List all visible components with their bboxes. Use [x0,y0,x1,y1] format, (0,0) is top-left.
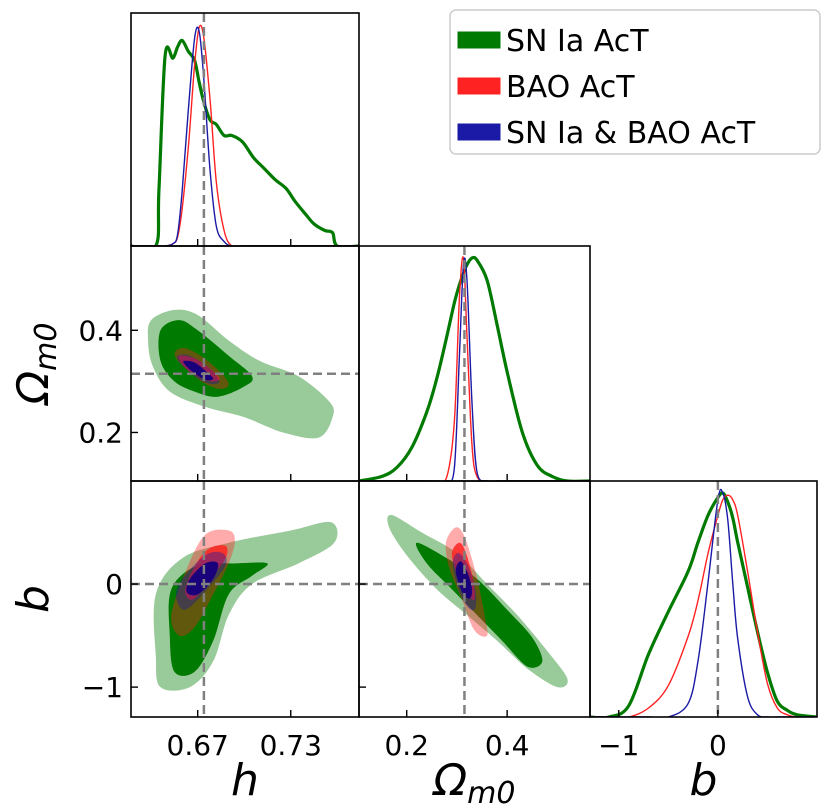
x-tick-label-Omega_m0: 0.2 [384,729,429,762]
legend-swatch-sn [457,31,501,49]
legend-label-joint: SN Ia & BAO AcT [506,116,756,151]
marginal-curve-sn [359,255,590,481]
x-tick-label-h: 0.67 [167,729,229,762]
marginal-curve-bao [590,494,817,717]
marginal-curve-sn [590,491,817,717]
x-tick-label-b: −1 [598,729,639,762]
marginal-curve-sn [131,38,359,246]
marginal-curve-bao [359,256,590,481]
marginal-curve-joint [359,257,590,481]
x-axis-label-b: b [690,755,718,806]
legend-box [449,9,821,155]
legend-swatch-bao [457,77,501,95]
marginal-panel-b [590,481,817,717]
contour-68-joint [186,561,219,596]
contour-panel-h-b [131,481,359,717]
contour-68-sn [158,320,253,397]
y-axis-label-Omega_m0: Ωm0 [8,323,64,407]
panel-frame [589,480,818,718]
y-tick-label-Omega_m0: 0.4 [78,314,123,347]
axis-label-subscript: m0 [467,776,515,809]
y-tick-label-b: −1 [82,671,123,704]
legend-label-sn: SN Ia AcT [506,24,649,59]
x-tick-label-b: 0 [709,729,727,762]
y-tick-label-Omega_m0: 0.2 [78,416,123,449]
contour-panel-Omega_m0-b [359,481,590,717]
marginal-panel-Omega_m0 [359,246,590,481]
marginal-curve-joint [131,26,359,246]
legend-label-bao: BAO AcT [506,70,635,105]
x-tick-label-Omega_m0: 0.4 [485,729,530,762]
contour-panel-h-Omega_m0 [131,246,359,481]
y-axis-label-b: b [8,585,59,613]
y-tick-label-b: 0 [105,568,123,601]
axis-label-subscript: m0 [29,323,64,371]
contour-68-sn [415,542,543,668]
legend: SN Ia AcT BAO AcT SN Ia & BAO AcT [449,9,821,155]
x-axis-label-h: h [231,755,259,806]
legend-swatch-joint [457,123,501,141]
marginal-panel-h [131,13,359,246]
x-tick-label-h: 0.73 [260,729,322,762]
marginal-curve-joint [590,488,817,717]
x-axis-label-Omega_m0: Ωm0 [432,755,516,809]
contour-68-joint [183,360,214,381]
